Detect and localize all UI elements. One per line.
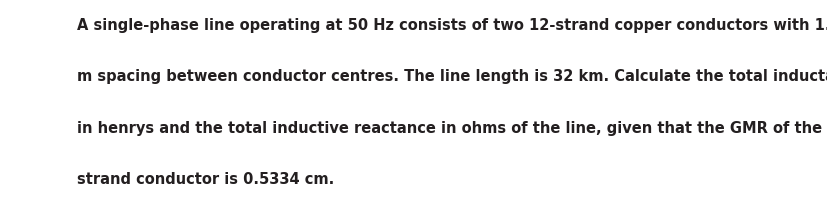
Text: strand conductor is 0.5334 cm.: strand conductor is 0.5334 cm. [77,171,334,186]
Text: in henrys and the total inductive reactance in ohms of the line, given that the : in henrys and the total inductive reacta… [77,120,827,135]
Text: A single-phase line operating at 50 Hz consists of two 12-strand copper conducto: A single-phase line operating at 50 Hz c… [77,18,827,33]
Text: m spacing between conductor centres. The line length is 32 km. Calculate the tot: m spacing between conductor centres. The… [77,69,827,84]
